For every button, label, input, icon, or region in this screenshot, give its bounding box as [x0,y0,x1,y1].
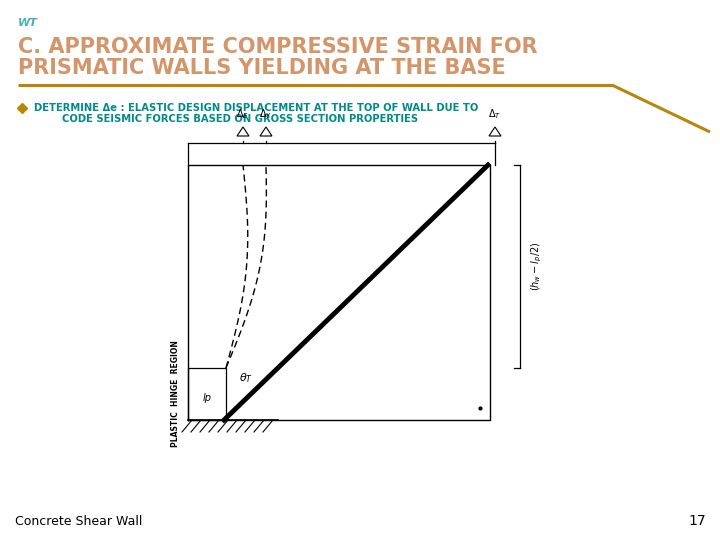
Text: $\theta_T$: $\theta_T$ [239,371,253,385]
Text: CODE SEISMIC FORCES BASED ON GROSS SECTION PROPERTIES: CODE SEISMIC FORCES BASED ON GROSS SECTI… [34,114,418,124]
Text: $\Delta_T$: $\Delta_T$ [488,107,502,121]
Text: $\Delta_Y$: $\Delta_Y$ [259,107,273,121]
Text: $\Delta_E$: $\Delta_E$ [236,107,250,121]
Text: C. APPROXIMATE COMPRESSIVE STRAIN FOR: C. APPROXIMATE COMPRESSIVE STRAIN FOR [18,37,538,57]
Text: lp: lp [202,393,212,403]
Text: $(h_w - l_p/2)$: $(h_w - l_p/2)$ [530,242,544,291]
Text: PLASTIC  HINGE  REGION: PLASTIC HINGE REGION [171,341,181,448]
Text: Concrete Shear Wall: Concrete Shear Wall [15,515,143,528]
Text: WT: WT [18,18,38,28]
Text: DETERMINE Δe : ELASTIC DESIGN DISPLACEMENT AT THE TOP OF WALL DUE TO: DETERMINE Δe : ELASTIC DESIGN DISPLACEME… [34,103,478,113]
Text: PRISMATIC WALLS YIELDING AT THE BASE: PRISMATIC WALLS YIELDING AT THE BASE [18,58,505,78]
Text: 17: 17 [688,514,706,528]
